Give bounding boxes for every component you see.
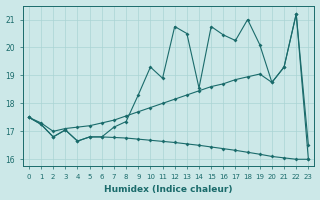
X-axis label: Humidex (Indice chaleur): Humidex (Indice chaleur): [104, 185, 233, 194]
